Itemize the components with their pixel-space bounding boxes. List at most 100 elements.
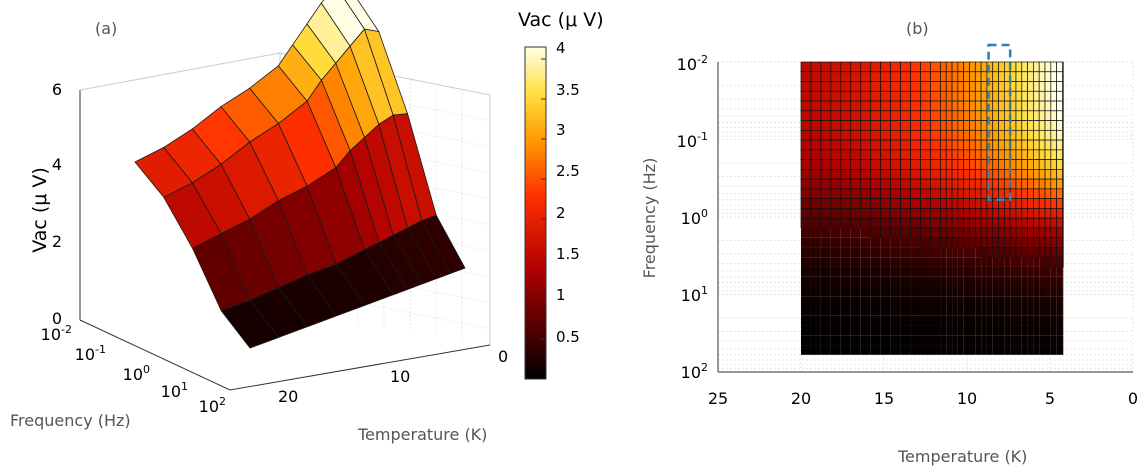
heatmap-cell bbox=[1045, 325, 1051, 336]
heatmap-cell bbox=[850, 335, 861, 346]
heatmap-cell bbox=[910, 217, 921, 229]
heatmap-cell bbox=[870, 335, 881, 346]
heatmap-cell bbox=[940, 129, 947, 141]
heatmap-cell bbox=[981, 335, 987, 346]
heatmap-cell bbox=[900, 178, 911, 190]
heatmap-cell bbox=[951, 139, 959, 151]
heatmap-cell bbox=[1050, 139, 1057, 151]
heatmap-cell bbox=[840, 276, 851, 287]
heatmap-cell bbox=[840, 61, 852, 73]
heatmap-cell bbox=[850, 237, 861, 248]
heatmap-cell bbox=[992, 276, 999, 287]
heatmap-cell bbox=[920, 306, 931, 316]
heatmap-cell bbox=[840, 286, 851, 297]
heatmap-cell bbox=[940, 71, 947, 82]
heatmap-cell bbox=[980, 208, 988, 219]
heatmap-cell bbox=[860, 188, 872, 199]
heatmap-cell bbox=[951, 169, 959, 180]
heatmap-cell bbox=[945, 198, 953, 209]
heatmap-cell bbox=[1015, 247, 1023, 258]
heatmap-cell bbox=[930, 247, 941, 258]
heatmap-cell bbox=[963, 129, 970, 141]
heatmap-cell bbox=[992, 120, 999, 131]
heatmap-cell bbox=[969, 345, 976, 355]
heatmap-cell bbox=[998, 90, 1005, 102]
heatmap-cell bbox=[1027, 257, 1034, 267]
heatmap-cell bbox=[1033, 61, 1040, 73]
heatmap-cell bbox=[830, 149, 842, 160]
heatmap-cell bbox=[1010, 276, 1016, 287]
heatmap-cell bbox=[870, 81, 882, 92]
heatmap-cell bbox=[957, 129, 965, 141]
heatmap-cell bbox=[940, 306, 947, 316]
heatmap-cell bbox=[992, 100, 999, 112]
heatmap-cell bbox=[980, 247, 988, 258]
colorbar: Vac (μ V) 4 3.5 3 2.5 2 1.5 1 0.5 bbox=[518, 9, 604, 380]
heatmap-cell bbox=[1045, 345, 1051, 355]
heatmap-cell bbox=[1062, 306, 1064, 316]
heatmap-cell bbox=[870, 149, 882, 160]
heatmap-cell bbox=[1062, 159, 1064, 170]
heatmap-cell bbox=[870, 188, 882, 199]
heatmap-cell bbox=[1027, 100, 1034, 112]
heatmap-cells bbox=[800, 61, 1064, 355]
heatmap-cell bbox=[1015, 315, 1022, 326]
heatmap-cell bbox=[969, 149, 976, 160]
heatmap-cell bbox=[850, 296, 861, 307]
heatmap-cell bbox=[810, 315, 821, 326]
heatmap-cell bbox=[998, 217, 1005, 229]
heatmap-cell bbox=[1039, 345, 1046, 355]
heatmap-cell bbox=[801, 286, 811, 297]
heatmap-cell bbox=[900, 335, 911, 346]
temp-tick-b-20: 20 bbox=[791, 389, 811, 408]
heatmap-cell bbox=[1044, 110, 1052, 121]
heatmap-cell bbox=[880, 217, 891, 229]
heatmap-cell bbox=[1044, 120, 1052, 131]
heatmap-cell bbox=[998, 100, 1005, 112]
heatmap-cell bbox=[920, 276, 931, 287]
heatmap-cell bbox=[1033, 90, 1040, 102]
heatmap-cell bbox=[810, 276, 821, 287]
heatmap-cell bbox=[840, 159, 852, 170]
heatmap-cell bbox=[998, 169, 1005, 180]
heatmap-cell bbox=[870, 315, 881, 326]
heatmap-cell bbox=[900, 139, 911, 151]
heatmap-cell bbox=[820, 129, 832, 141]
heatmap-cell bbox=[957, 159, 965, 170]
z-tick-6: 6 bbox=[52, 80, 62, 99]
heatmap-cell bbox=[920, 345, 931, 355]
heatmap-cell bbox=[1004, 276, 1011, 287]
heatmap-cell bbox=[830, 227, 841, 238]
heatmap-cell bbox=[910, 188, 921, 199]
heatmap-cell bbox=[963, 100, 970, 112]
heatmap-cell bbox=[850, 286, 861, 297]
heatmap-cell bbox=[801, 247, 811, 258]
heatmap-cell bbox=[1009, 208, 1017, 219]
heatmap-cell bbox=[870, 208, 882, 219]
heatmap-cell bbox=[800, 149, 812, 160]
heatmap-cell bbox=[992, 325, 999, 336]
heatmap-cell bbox=[969, 159, 976, 170]
heatmap-cell bbox=[992, 257, 999, 267]
heatmap-cell bbox=[980, 90, 988, 102]
heatmap-cell bbox=[810, 325, 821, 336]
heatmap-cell bbox=[1038, 120, 1046, 131]
heatmap-cell bbox=[963, 188, 970, 199]
heatmap-cell bbox=[981, 276, 987, 287]
heatmap-cell bbox=[1009, 237, 1017, 248]
heatmap-cell bbox=[920, 315, 931, 326]
heatmap-cell bbox=[974, 178, 982, 190]
heatmap-cell bbox=[890, 325, 901, 336]
heatmap-cell bbox=[992, 129, 999, 141]
heatmap-cell bbox=[820, 110, 832, 121]
heatmap-cell bbox=[890, 257, 901, 267]
heatmap-cell bbox=[860, 120, 872, 131]
heatmap-cell bbox=[1044, 129, 1052, 141]
heatmap-cell bbox=[860, 208, 872, 219]
heatmap-cell bbox=[992, 217, 999, 229]
heatmap-cell bbox=[963, 247, 970, 258]
heatmap-cell bbox=[1033, 296, 1040, 307]
heatmap-cell bbox=[850, 315, 861, 326]
heatmap-cell bbox=[957, 335, 964, 346]
heatmap-cell bbox=[900, 247, 911, 258]
